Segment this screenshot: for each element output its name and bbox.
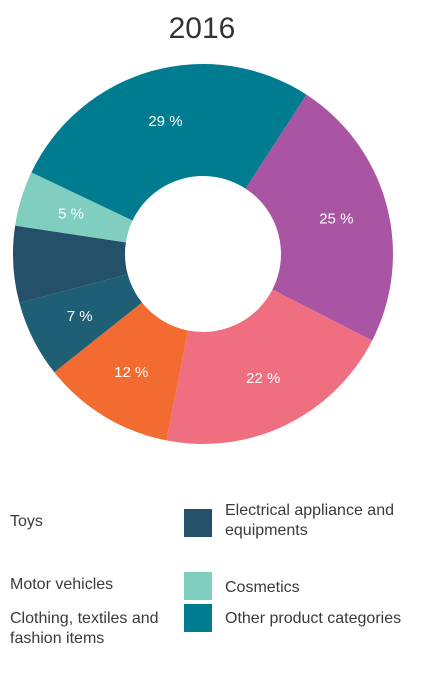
legend-label-toys: Toys: [10, 513, 43, 530]
donut-slice: [15, 172, 133, 243]
slice-data-label: 29 %: [148, 113, 182, 130]
legend-label-clothing: Clothing, textiles and fashion items: [10, 610, 159, 647]
slice-data-label: 22 %: [246, 370, 280, 387]
legend-swatch-electrical: [184, 509, 212, 537]
donut-chart: 25 % 22 % 12 % 7 % 5 % 29 %: [12, 63, 393, 445]
legend-swatch-other: [184, 604, 212, 632]
legend-swatch-cosmetics: [184, 572, 212, 600]
donut-slice: [31, 63, 307, 221]
donut-slice: [245, 94, 393, 341]
legend-label-cosmetics: Cosmetics: [225, 579, 300, 596]
legend-label-electrical: Electrical appliance and equipments: [225, 502, 394, 539]
slice-data-label: 5 %: [58, 206, 84, 223]
chart-title: 2016: [168, 12, 236, 45]
donut-slice: [166, 289, 373, 445]
donut-slice: [12, 225, 128, 303]
donut-slice: [54, 302, 188, 441]
slice-data-label: 25 %: [319, 210, 353, 227]
slice-data-label: 12 %: [114, 364, 148, 381]
slice-data-label: 7 %: [67, 308, 93, 325]
legend-label-other: Other product categories: [225, 610, 402, 627]
legend-label-motor-vehicles: Motor vehicles: [10, 576, 114, 593]
donut-slice: [19, 274, 142, 373]
